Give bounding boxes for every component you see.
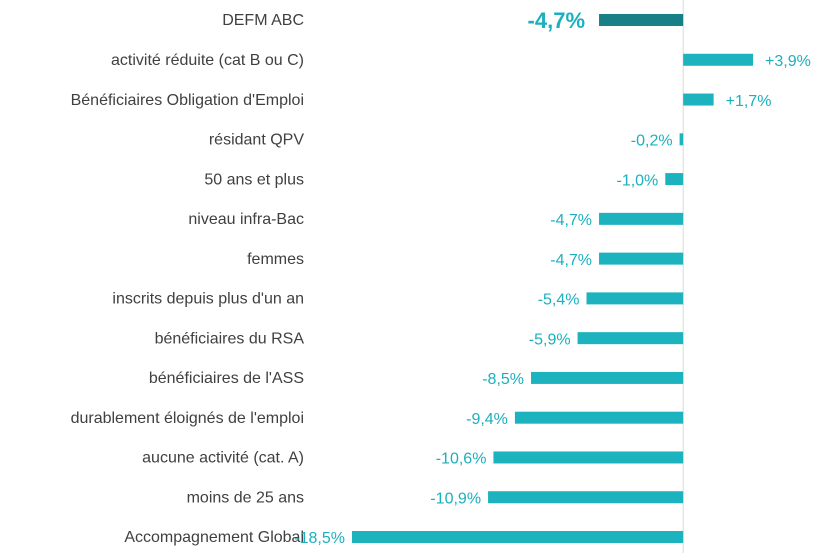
category-label: résidant QPV <box>209 132 304 149</box>
category-label: Accompagnement Global <box>124 529 304 546</box>
bar <box>531 371 684 384</box>
value-label: -4,7% <box>528 8 585 33</box>
bar <box>488 491 684 504</box>
bar <box>683 53 753 66</box>
value-label: +1,7% <box>726 93 772 110</box>
category-label: 50 ans et plus <box>204 171 304 188</box>
bar <box>665 173 684 186</box>
value-label: -5,9% <box>529 331 571 348</box>
value-label: -4,7% <box>550 212 592 229</box>
category-label: aucune activité (cat. A) <box>142 450 304 467</box>
bar <box>599 212 684 225</box>
value-label: +3,9% <box>765 53 811 70</box>
category-label: niveau infra-Bac <box>188 211 304 228</box>
bar <box>352 531 684 543</box>
value-label: -8,5% <box>482 371 524 388</box>
bar <box>586 292 684 305</box>
value-label: -4,7% <box>550 252 592 269</box>
value-label: -10,9% <box>430 490 481 507</box>
bar <box>599 252 684 265</box>
value-label: -5,4% <box>538 292 580 309</box>
value-label: -0,2% <box>631 133 673 150</box>
category-label: inscrits depuis plus d'un an <box>112 291 304 308</box>
bar <box>577 332 684 345</box>
bar <box>599 14 684 26</box>
bar <box>683 93 714 106</box>
category-label: bénéficiaires du RSA <box>155 330 305 347</box>
value-label: -1,0% <box>616 172 658 189</box>
category-label: activité réduite (cat B ou C) <box>111 52 304 69</box>
category-label: femmes <box>247 251 304 268</box>
value-label: -18,5% <box>294 530 345 547</box>
value-label: -9,4% <box>466 411 508 428</box>
category-label: bénéficiaires de l'ASS <box>149 370 304 387</box>
category-label: moins de 25 ans <box>187 489 304 506</box>
category-label: durablement éloignés de l'emploi <box>71 410 304 427</box>
category-label: Bénéficiaires Obligation d'Emploi <box>71 92 304 109</box>
bar <box>679 133 684 146</box>
bar <box>493 451 684 464</box>
bar <box>514 411 684 424</box>
value-label: -10,6% <box>436 451 487 468</box>
category-label: DEFM ABC <box>222 12 304 29</box>
